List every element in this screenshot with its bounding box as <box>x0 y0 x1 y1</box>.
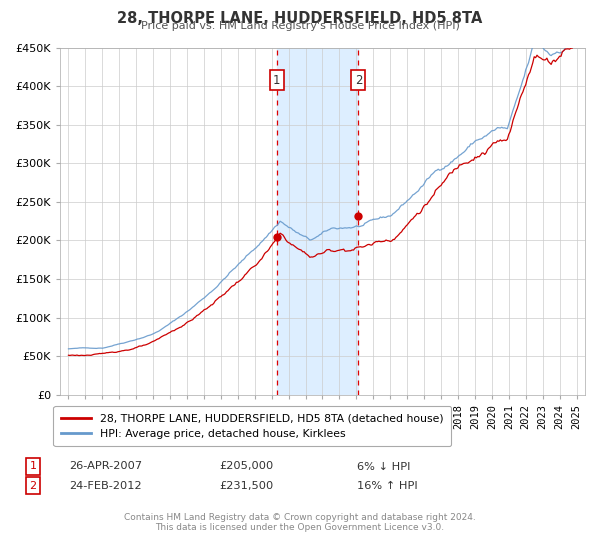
Text: 16% ↑ HPI: 16% ↑ HPI <box>357 480 418 491</box>
Text: £205,000: £205,000 <box>219 461 273 472</box>
Text: 28, THORPE LANE, HUDDERSFIELD, HD5 8TA: 28, THORPE LANE, HUDDERSFIELD, HD5 8TA <box>118 11 482 26</box>
Bar <box>277 48 358 395</box>
Text: 1: 1 <box>29 461 37 472</box>
Text: 1: 1 <box>273 73 281 86</box>
Text: This data is licensed under the Open Government Licence v3.0.: This data is licensed under the Open Gov… <box>155 523 445 533</box>
Text: 24-FEB-2012: 24-FEB-2012 <box>69 480 142 491</box>
Text: 2: 2 <box>355 73 362 86</box>
Text: Contains HM Land Registry data © Crown copyright and database right 2024.: Contains HM Land Registry data © Crown c… <box>124 513 476 522</box>
Text: £231,500: £231,500 <box>219 480 273 491</box>
Text: 6% ↓ HPI: 6% ↓ HPI <box>357 461 410 472</box>
Text: 26-APR-2007: 26-APR-2007 <box>69 461 142 472</box>
Text: 2: 2 <box>29 480 37 491</box>
Text: Price paid vs. HM Land Registry's House Price Index (HPI): Price paid vs. HM Land Registry's House … <box>140 21 460 31</box>
Legend: 28, THORPE LANE, HUDDERSFIELD, HD5 8TA (detached house), HPI: Average price, det: 28, THORPE LANE, HUDDERSFIELD, HD5 8TA (… <box>53 406 451 446</box>
